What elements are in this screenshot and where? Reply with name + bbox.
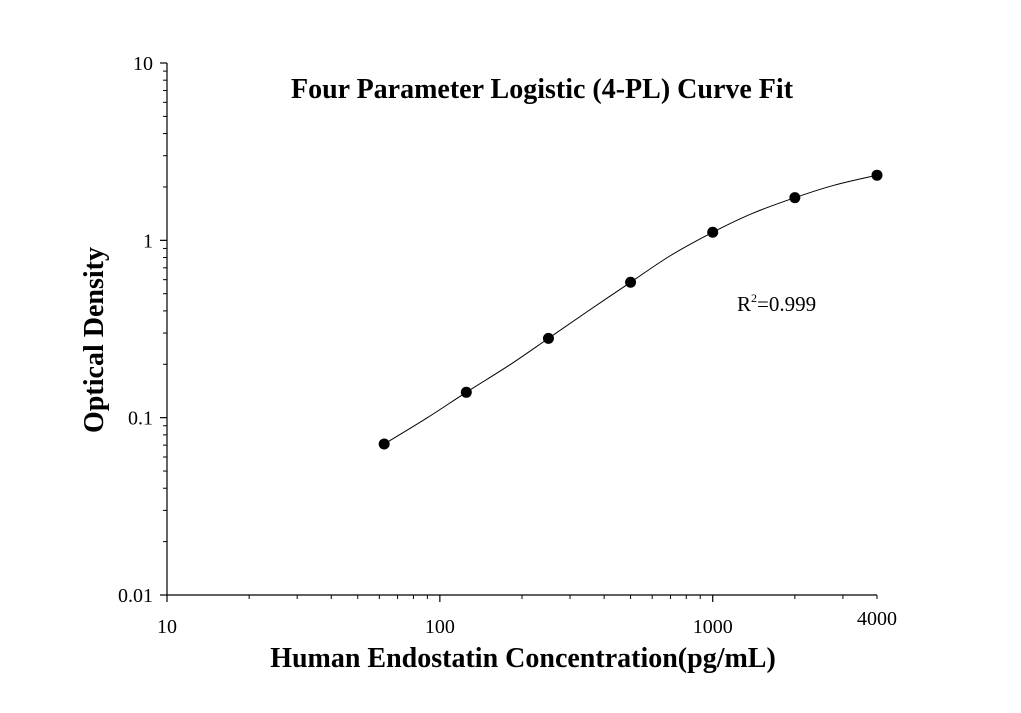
data-point: [625, 276, 637, 288]
data-point: [542, 332, 554, 344]
r-squared-base: R: [737, 292, 751, 316]
data-point: [871, 169, 883, 181]
r-squared-value: =0.999: [757, 292, 816, 316]
tick-labels: 0.01 0.1 1 10 10 100 1000 4000: [118, 53, 897, 638]
y-tick-label: 1: [143, 230, 153, 252]
y-tick-label: 0.01: [118, 585, 153, 607]
data-point: [707, 226, 719, 238]
data-points: [378, 169, 883, 450]
x-tick-label: 4000: [857, 608, 897, 630]
y-tick-label: 0.1: [128, 408, 153, 430]
data-point: [460, 386, 472, 398]
r-squared-annotation: R2=0.999: [737, 291, 816, 316]
data-point: [378, 438, 390, 450]
ticks: [160, 62, 878, 602]
data-point: [789, 192, 801, 204]
axes: [166, 63, 877, 596]
x-tick-label: 100: [425, 616, 455, 638]
chart-title: Four Parameter Logistic (4-PL) Curve Fit: [291, 74, 794, 105]
r-squared-superscript: 2: [751, 291, 757, 305]
x-tick-label: 1000: [693, 616, 733, 638]
x-tick-label: 10: [157, 616, 177, 638]
y-axis-title: Optical Density: [79, 247, 110, 433]
y-tick-label: 10: [133, 53, 153, 75]
x-axis-title: Human Endostatin Concentration(pg/mL): [270, 643, 776, 674]
